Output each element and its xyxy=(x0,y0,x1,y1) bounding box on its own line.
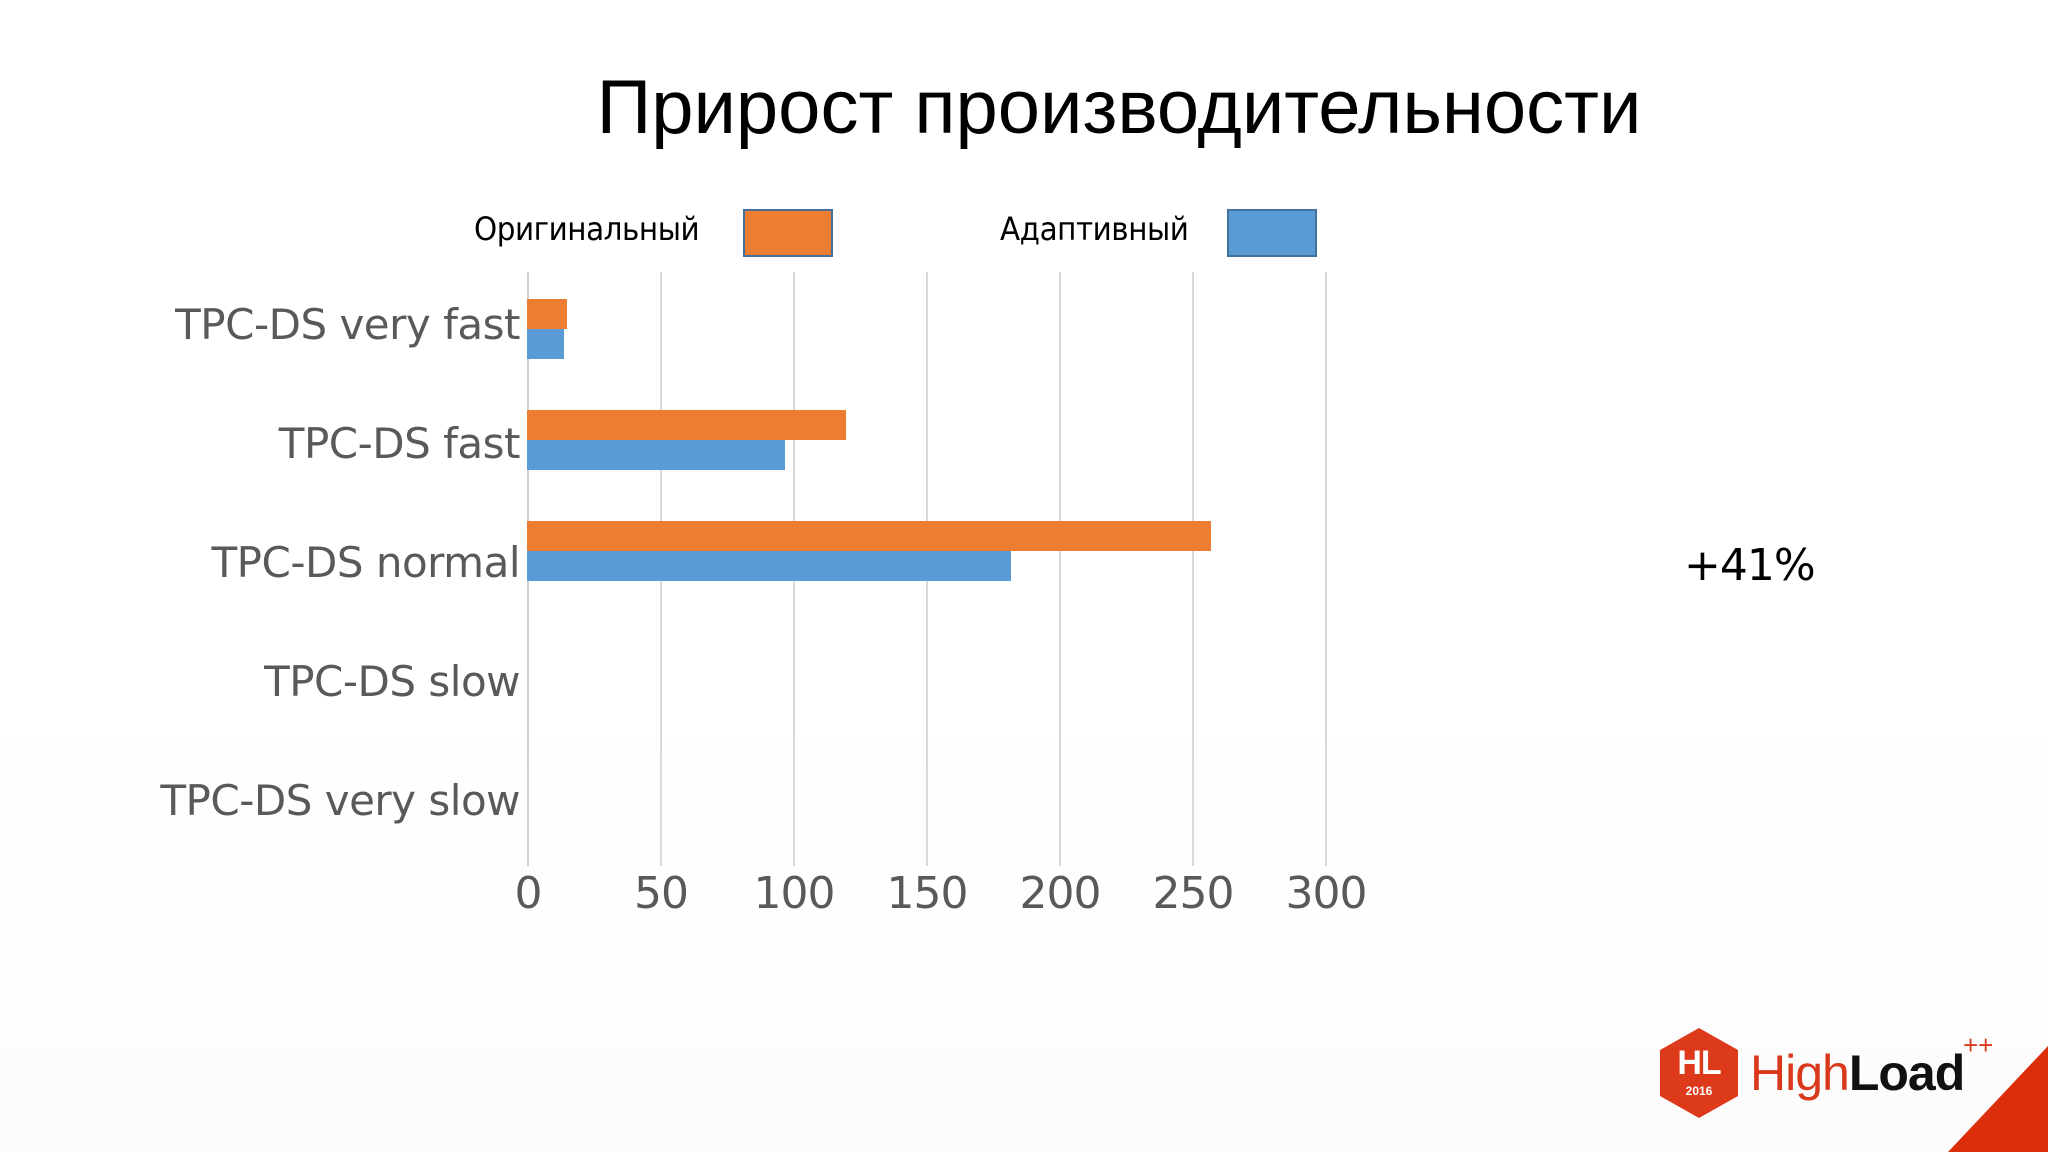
logo-wordmark-high: High xyxy=(1750,1045,1850,1101)
improvement-annotation: +41% xyxy=(1684,540,1816,591)
logo-superscript: ++ xyxy=(1963,1030,1994,1060)
corner-triangle-decoration xyxy=(1948,1046,2048,1152)
category-label-very-fast: TPC-DS very fast xyxy=(175,300,520,349)
gridline-250 xyxy=(1192,272,1194,866)
bar-original-normal xyxy=(527,521,1211,551)
logo-wordmark: HighLoad xyxy=(1750,1044,1965,1102)
x-tick-50: 50 xyxy=(634,868,689,919)
x-tick-300: 300 xyxy=(1285,868,1368,919)
legend-label-original: Оригинальный xyxy=(474,210,700,248)
gridline-300 xyxy=(1325,272,1327,866)
bar-original-fast xyxy=(527,410,847,440)
category-label-normal: TPC-DS normal xyxy=(211,538,521,587)
logo-wordmark-load: Load xyxy=(1848,1045,1965,1101)
x-tick-250: 250 xyxy=(1152,868,1235,919)
logo-year: 2016 xyxy=(1685,1084,1713,1098)
bar-adaptive-fast xyxy=(527,440,786,470)
legend-label-adaptive: Адаптивный xyxy=(1000,210,1189,248)
highload-logo: HL 2016 HighLoad ++ xyxy=(1658,1026,1993,1126)
slide-title: Прирост производительности xyxy=(596,65,1642,150)
category-label-fast: TPC-DS fast xyxy=(278,419,521,468)
hexagon-badge-icon xyxy=(1660,1028,1738,1118)
legend-swatch-adaptive xyxy=(1227,209,1317,257)
x-tick-0: 0 xyxy=(514,868,543,919)
category-label-very-slow: TPC-DS very slow xyxy=(160,776,520,825)
plot-area xyxy=(527,272,1327,866)
x-tick-150: 150 xyxy=(886,868,969,919)
x-tick-200: 200 xyxy=(1019,868,1102,919)
legend-swatch-original xyxy=(743,209,833,257)
gridline-200 xyxy=(1059,272,1061,866)
x-tick-100: 100 xyxy=(753,868,836,919)
category-label-slow: TPC-DS slow xyxy=(264,657,520,706)
logo-badge-text: HL xyxy=(1677,1044,1721,1082)
bar-adaptive-very-fast xyxy=(527,329,565,359)
bar-original-very-fast xyxy=(527,299,567,329)
bar-adaptive-normal xyxy=(527,551,1012,581)
